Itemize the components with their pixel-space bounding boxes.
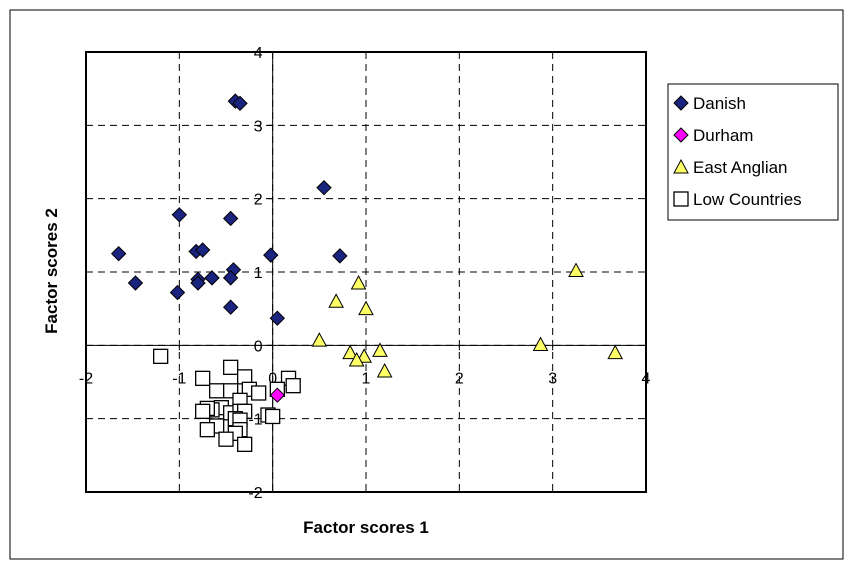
data-point xyxy=(251,385,267,401)
data-point xyxy=(209,383,225,399)
legend-marker xyxy=(673,127,689,143)
series-east-anglian xyxy=(311,262,624,378)
data-point xyxy=(218,431,234,447)
data-point xyxy=(285,378,301,394)
data-point xyxy=(237,436,253,452)
data-point xyxy=(376,362,393,378)
legend-label: East Anglian xyxy=(693,158,788,177)
x-tick-label: 3 xyxy=(548,370,557,387)
series-low-countries xyxy=(153,348,301,452)
data-point xyxy=(358,300,374,316)
data-point xyxy=(332,248,348,264)
data-point xyxy=(222,299,239,315)
plot-border xyxy=(85,51,647,493)
data-point xyxy=(356,348,372,363)
y-tick-label: 2 xyxy=(254,192,263,209)
data-point xyxy=(222,270,239,286)
y-tick-label: 4 xyxy=(254,45,263,62)
x-tick-label: -1 xyxy=(172,370,186,387)
data-point xyxy=(532,336,549,352)
data-point xyxy=(263,247,279,263)
data-point xyxy=(169,284,186,301)
data-point xyxy=(265,408,281,425)
data-point xyxy=(348,351,365,367)
data-point xyxy=(232,95,248,112)
x-tick-label: 1 xyxy=(362,370,371,387)
series-danish xyxy=(110,93,348,326)
data-point xyxy=(350,274,367,290)
data-point xyxy=(311,332,328,347)
data-point xyxy=(372,342,388,357)
data-point xyxy=(607,344,624,360)
legend-marker xyxy=(673,158,689,174)
legend-box xyxy=(667,83,839,221)
data-point xyxy=(204,270,220,286)
data-point xyxy=(222,210,239,227)
data-point xyxy=(342,344,358,360)
data-point xyxy=(127,275,144,291)
legend-label: Low Countries xyxy=(693,190,802,209)
data-point xyxy=(568,262,584,277)
series-durham xyxy=(269,387,286,403)
data-point xyxy=(194,242,211,258)
x-tick-label: 4 xyxy=(642,370,651,387)
data-point xyxy=(110,245,127,262)
legend-label: Danish xyxy=(693,94,746,113)
y-tick-label: 0 xyxy=(254,338,263,355)
data-point xyxy=(171,207,188,223)
x-axis-title: Factor scores 1 xyxy=(303,518,429,537)
y-tick-label: -2 xyxy=(248,485,262,502)
data-point xyxy=(223,359,239,375)
data-point xyxy=(269,310,286,326)
data-point xyxy=(316,179,332,196)
x-tick-label: 2 xyxy=(455,370,464,387)
data-point xyxy=(153,348,169,364)
legend-marker xyxy=(673,95,689,111)
x-tick-label: 0 xyxy=(268,370,277,387)
data-point xyxy=(190,275,206,291)
legend: Danish Durham East Anglian Low Countries xyxy=(667,83,839,221)
y-tick-label: 3 xyxy=(254,118,263,135)
data-point xyxy=(195,370,211,386)
y-axis-title: Factor scores 2 xyxy=(42,208,61,334)
legend-marker xyxy=(673,191,689,207)
data-point xyxy=(269,387,286,403)
legend-label: Durham xyxy=(693,126,753,145)
data-point xyxy=(195,403,211,419)
x-tick-label: -2 xyxy=(79,370,93,387)
data-point xyxy=(199,422,215,438)
y-tick-label: 1 xyxy=(254,265,263,282)
data-point xyxy=(328,293,344,308)
